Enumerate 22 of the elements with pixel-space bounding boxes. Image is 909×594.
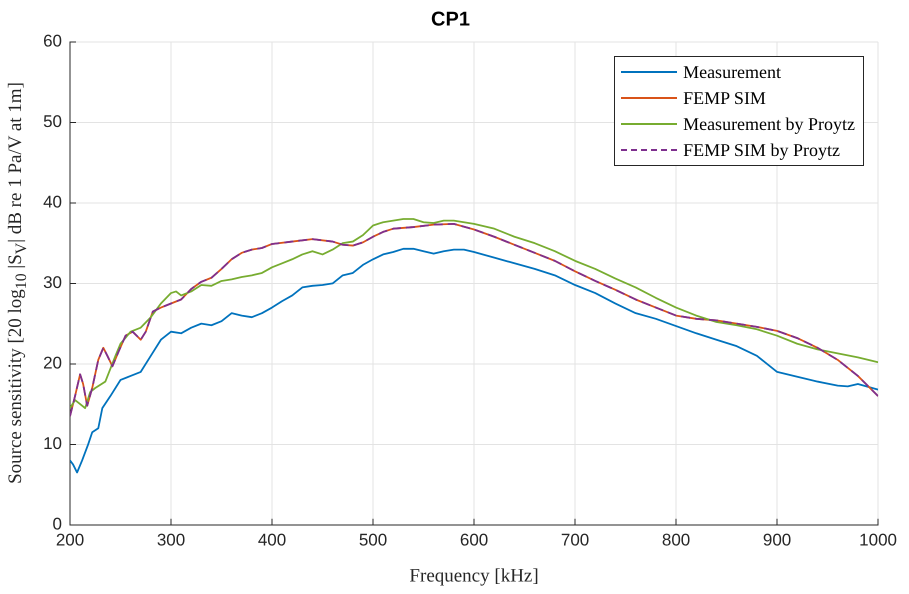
x-tick-label: 500 <box>358 530 388 550</box>
x-tick-label: 700 <box>560 530 590 550</box>
x-tick-label: 200 <box>56 530 84 550</box>
legend-label: Measurement <box>683 62 782 82</box>
x-tick-label: 600 <box>460 530 488 550</box>
x-tick-label: 300 <box>156 530 186 550</box>
legend-label: FEMP SIM <box>683 88 766 108</box>
y-tick-label: 10 <box>43 434 62 454</box>
x-tick-label: 400 <box>258 530 286 550</box>
x-tick-label: 800 <box>662 530 690 550</box>
x-tick-label: 900 <box>762 530 792 550</box>
y-tick-label: 60 <box>43 32 62 51</box>
chart-title: CP1 <box>431 8 470 31</box>
y-tick-label: 30 <box>43 273 62 292</box>
y-tick-label: 50 <box>43 112 62 132</box>
y-tick-label: 0 <box>52 514 62 534</box>
legend-label: Measurement by Proytz <box>683 114 856 134</box>
legend-label: FEMP SIM by Proytz <box>683 140 840 160</box>
x-tick-label: 1000 <box>859 530 898 550</box>
x-axis-title: Frequency [kHz] <box>409 566 539 587</box>
y-tick-label: 40 <box>43 192 62 212</box>
y-tick-label: 20 <box>43 354 62 373</box>
